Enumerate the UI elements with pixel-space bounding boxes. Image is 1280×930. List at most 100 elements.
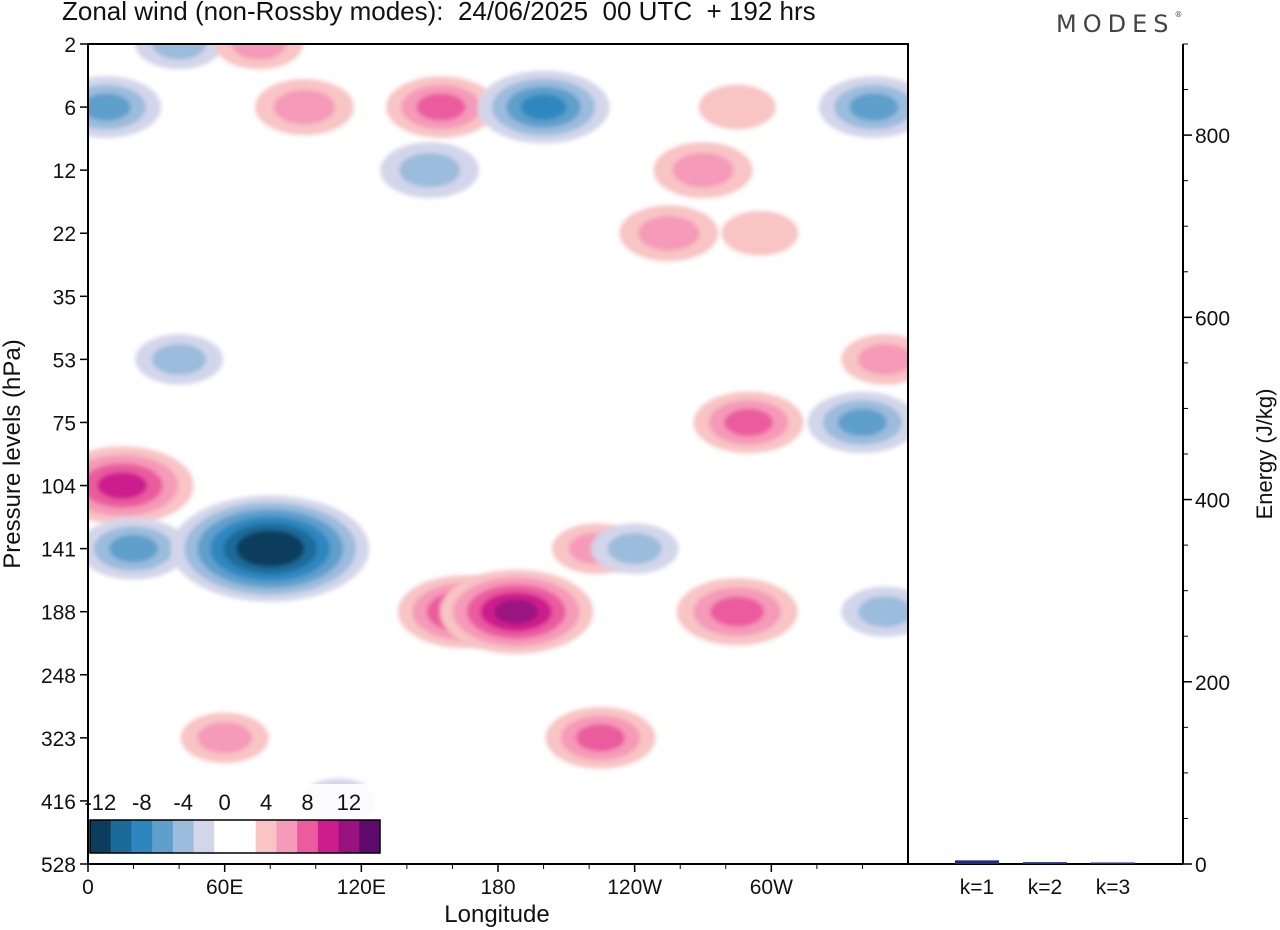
contour-feature <box>693 391 804 454</box>
colorbar-label: -8 <box>132 790 152 815</box>
contour-feature <box>380 142 480 199</box>
x-axis-label: Longitude <box>444 901 549 928</box>
brand-logo: MODES® <box>1056 10 1182 38</box>
contour-feature <box>88 76 162 138</box>
contour-field <box>88 44 908 824</box>
y-tick-label: 141 <box>41 539 76 562</box>
colorbar-label: 0 <box>219 790 231 815</box>
contour-feature <box>698 84 776 130</box>
energy-bar <box>1091 862 1135 864</box>
contour-feature <box>590 523 679 574</box>
brand-mark: ® <box>1174 10 1183 19</box>
y-tick-label: 12 <box>53 160 76 183</box>
contour-feature <box>439 569 594 654</box>
contour-level <box>249 537 292 560</box>
colorbar-label: -4 <box>173 790 193 815</box>
contour-feature <box>676 578 798 646</box>
contour-level <box>576 724 625 752</box>
energy-tick-label: 800 <box>1195 125 1230 148</box>
colorbar-swatch <box>359 820 381 853</box>
contour-feature <box>180 712 269 764</box>
brand-name: MODES <box>1056 10 1175 38</box>
contour-feature <box>88 517 189 580</box>
contour-level <box>638 216 700 251</box>
energy-tick-label: 0 <box>1195 854 1207 877</box>
contour-level <box>197 722 252 754</box>
contour-feature <box>477 70 610 144</box>
contour-level <box>399 152 461 188</box>
chart-title: Zonal wind (non-Rossby modes): 24/06/202… <box>62 0 816 26</box>
contour-feature <box>386 76 497 138</box>
contour-feature <box>135 334 224 385</box>
x-tick-label: 60W <box>750 876 793 899</box>
y-tick-label: 35 <box>53 286 76 309</box>
y-tick-label: 416 <box>41 791 76 814</box>
contour-level <box>698 84 776 130</box>
colorbar-swatch <box>235 820 257 853</box>
y-tick-label: 248 <box>41 665 76 688</box>
colorbar-swatch <box>317 820 340 853</box>
energy-axis-label: Energy (J/kg) <box>1252 389 1277 520</box>
colorbar-swatch <box>90 820 112 853</box>
colorbar-swatch <box>276 820 298 853</box>
contour-level <box>721 210 799 256</box>
y-tick-label: 53 <box>53 349 76 372</box>
colorbar-swatch <box>193 820 215 853</box>
contour-level <box>109 534 158 563</box>
colorbar-swatch <box>172 820 195 853</box>
colorbar-frame <box>89 819 381 854</box>
colorbar-swatch <box>110 820 132 853</box>
contour-feature <box>545 707 656 769</box>
contour-feature <box>254 79 354 136</box>
y-tick-label: 75 <box>53 412 76 435</box>
colorbar-label: 4 <box>260 790 272 815</box>
colorbar-label: -12 <box>84 790 116 815</box>
energy-bar <box>1023 862 1067 864</box>
contour-feature <box>88 446 194 525</box>
y-tick-label: 188 <box>41 602 76 625</box>
contour-level <box>607 533 662 565</box>
energy-bar <box>955 860 999 864</box>
contour-feature <box>653 142 753 199</box>
colorbar-swatch <box>152 820 174 853</box>
y-tick-label: 6 <box>64 97 76 120</box>
contour-feature <box>721 210 799 256</box>
y-tick-label: 104 <box>41 476 76 499</box>
y-tick-label: 528 <box>41 854 76 877</box>
contour-level <box>849 93 899 121</box>
x-tick-label: 60E <box>206 876 243 899</box>
contour-feature <box>214 44 303 70</box>
contour-level <box>858 596 908 628</box>
contour-feature <box>818 76 908 138</box>
contour-feature <box>841 334 908 385</box>
colorbar-swatch <box>297 820 319 853</box>
contour-level <box>273 89 335 125</box>
energy-tick-label: 600 <box>1195 307 1230 330</box>
bar-category-label: k=2 <box>1028 876 1062 899</box>
contour-feature <box>841 586 908 637</box>
contour-level <box>152 343 207 375</box>
x-tick-label: 180 <box>480 876 515 899</box>
energy-tick-label: 400 <box>1195 490 1230 513</box>
contour-level <box>231 44 286 60</box>
contour-level <box>152 44 207 60</box>
energy-bar-panel: 0 200 400 600 800 Energy (J/kg) k=1 k=2 k=3 <box>907 43 1277 899</box>
contour-level <box>672 152 734 188</box>
x-tick-label: 120W <box>607 876 662 899</box>
contour-level <box>858 343 908 375</box>
x-tick-label: 120E <box>337 876 386 899</box>
contour-feature <box>135 44 224 70</box>
colorbar-swatch <box>131 820 153 853</box>
contour-level <box>88 93 131 121</box>
colorbar-label: 12 <box>337 790 361 815</box>
contour-feature <box>619 205 719 262</box>
y-tick-label: 2 <box>64 34 76 57</box>
x-tick-label: 0 <box>82 876 94 899</box>
colorbar-swatch <box>338 820 360 853</box>
contour-level <box>838 408 887 437</box>
contour-level <box>520 94 567 120</box>
contour-feature <box>171 495 370 602</box>
y-tick-label: 22 <box>53 223 76 246</box>
